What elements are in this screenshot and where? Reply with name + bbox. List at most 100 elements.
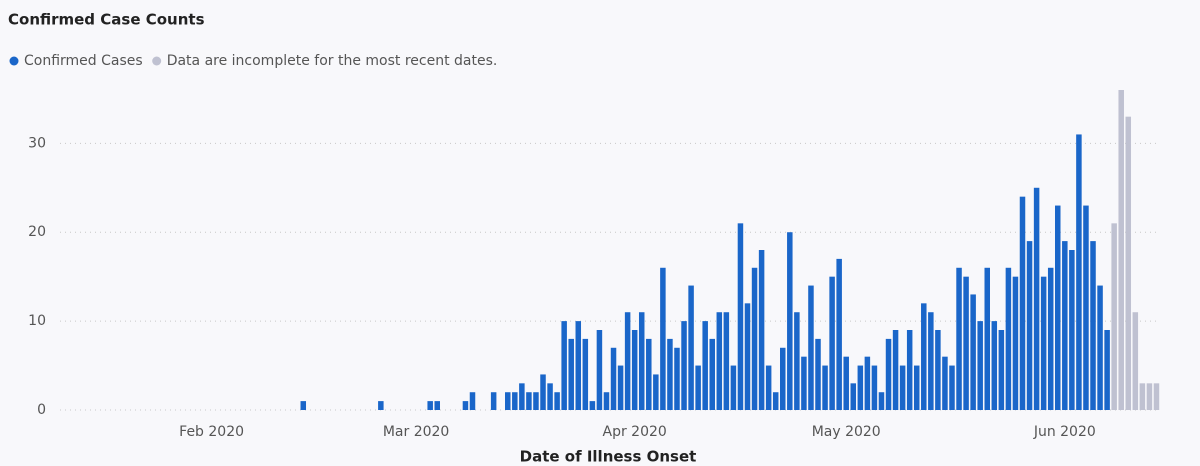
bar	[1026, 241, 1033, 410]
bar	[765, 365, 772, 410]
bar	[568, 338, 574, 410]
bar	[871, 365, 878, 410]
bar	[935, 330, 941, 410]
x-tick-label: Jun 2020	[1033, 424, 1096, 440]
bar	[963, 276, 969, 410]
bar	[878, 392, 885, 410]
bar	[751, 267, 758, 410]
bar	[829, 276, 835, 410]
bar	[906, 330, 913, 410]
y-tick-label: 20	[28, 224, 46, 240]
legend-marker	[152, 56, 162, 66]
bar	[547, 383, 553, 410]
bar	[1033, 187, 1040, 410]
bar	[991, 321, 998, 410]
x-tick-label: Apr 2020	[603, 424, 667, 440]
bar	[709, 338, 715, 410]
x-axis-title: Date of Illness Onset	[520, 448, 697, 466]
bar	[921, 303, 927, 410]
bar	[300, 401, 307, 410]
bar	[1146, 383, 1153, 410]
bar	[646, 338, 652, 410]
x-tick-label: Feb 2020	[179, 424, 244, 440]
bar	[1139, 383, 1146, 410]
bar	[1118, 90, 1124, 410]
bar	[1104, 330, 1110, 410]
bar	[1040, 276, 1047, 410]
bar	[674, 347, 680, 410]
bar	[427, 401, 433, 410]
bar	[843, 356, 849, 410]
bar	[949, 365, 955, 410]
bar	[864, 356, 871, 410]
bar	[815, 338, 821, 410]
bar	[1090, 241, 1096, 410]
bar	[1132, 312, 1139, 410]
bar	[589, 401, 596, 410]
bar	[808, 285, 814, 410]
bar	[702, 321, 708, 410]
bar	[758, 250, 765, 410]
bar	[1019, 196, 1026, 410]
bar	[716, 312, 723, 410]
bar	[730, 365, 737, 410]
bar	[956, 267, 962, 410]
bar	[970, 294, 976, 410]
bar	[695, 365, 701, 410]
chart-title: Confirmed Case Counts	[8, 11, 205, 29]
bar	[660, 267, 666, 410]
bar	[737, 223, 744, 410]
bar	[892, 330, 899, 410]
bar	[998, 330, 1005, 410]
bar	[653, 374, 659, 410]
bar	[723, 312, 730, 410]
bar	[984, 267, 990, 410]
bar	[667, 338, 673, 410]
legend-marker	[9, 56, 19, 66]
bar	[575, 321, 582, 410]
bar	[899, 365, 906, 410]
bar	[610, 347, 617, 410]
bar	[1076, 134, 1082, 410]
bar	[617, 365, 624, 410]
bar	[1005, 267, 1012, 410]
bar	[554, 392, 560, 410]
bar	[688, 285, 694, 410]
bar	[540, 374, 546, 410]
bar	[913, 365, 920, 410]
bar	[603, 392, 610, 410]
bar	[1125, 116, 1132, 411]
bar	[977, 321, 983, 410]
bar	[526, 392, 532, 410]
bar	[434, 401, 440, 410]
legend-label: Confirmed Cases	[24, 53, 143, 69]
bar	[533, 392, 539, 410]
x-tick-label: May 2020	[812, 424, 881, 440]
bar	[490, 392, 497, 410]
bar	[744, 303, 751, 410]
bar	[505, 392, 511, 410]
bar	[1069, 250, 1075, 410]
bar	[378, 401, 384, 410]
bar	[822, 365, 828, 410]
bar	[1047, 267, 1054, 410]
bar	[857, 365, 864, 410]
bar	[1111, 223, 1117, 410]
y-tick-label: 0	[37, 402, 46, 418]
legend-label: Data are incomplete for the most recent …	[167, 53, 498, 69]
bar	[624, 312, 631, 410]
bar	[519, 383, 525, 410]
bar	[596, 330, 603, 410]
bar	[1062, 241, 1068, 410]
bar	[850, 383, 857, 410]
bar	[1097, 285, 1103, 410]
bar	[582, 338, 589, 410]
bar	[787, 232, 793, 410]
bar	[772, 392, 779, 410]
bar	[561, 321, 567, 410]
bar	[1153, 383, 1160, 410]
bar	[1083, 205, 1089, 410]
bar	[928, 312, 934, 410]
bar	[638, 312, 645, 410]
